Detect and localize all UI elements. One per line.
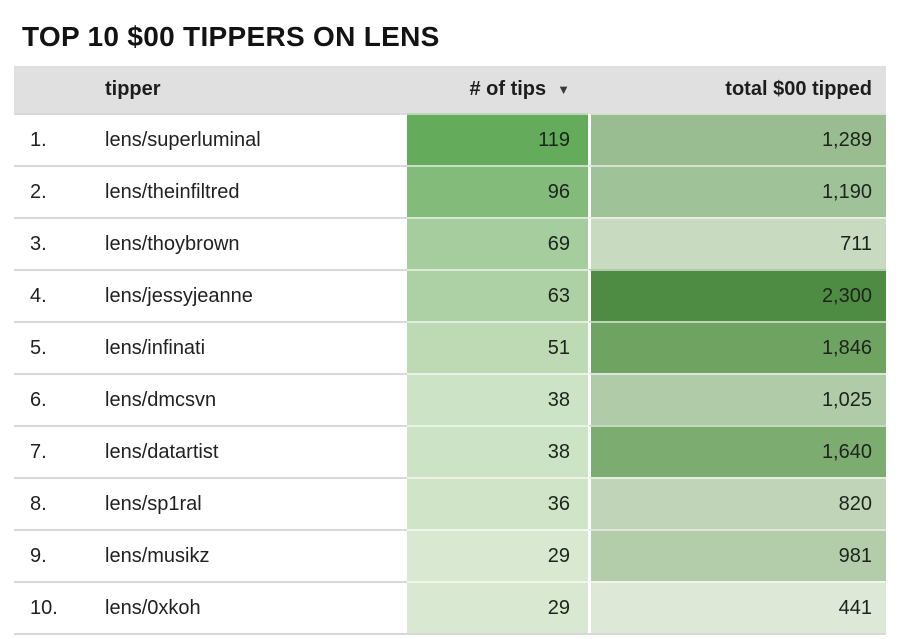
column-header-tips[interactable]: # of tips ▼ [407,66,588,113]
table-row: 9. lens/musikz 29 981 [14,529,886,581]
tipper-cell: lens/theinfiltred [105,165,407,217]
rank-cell: 3. [14,217,105,269]
header-rank-spacer [14,66,105,113]
table-row: 3. lens/thoybrown 69 711 [14,217,886,269]
table-row: 6. lens/dmcsvn 38 1,025 [14,373,886,425]
tipper-cell: lens/superluminal [105,113,407,165]
tipper-cell: lens/datartist [105,425,407,477]
rank-cell: 2. [14,165,105,217]
tipper-cell: lens/dmcsvn [105,373,407,425]
table-row: 10. lens/0xkoh 29 441 [14,581,886,633]
rank-cell: 8. [14,477,105,529]
rank-cell: 1. [14,113,105,165]
tips-cell: 51 [407,321,588,373]
total-cell: 820 [588,477,886,529]
rank-cell: 5. [14,321,105,373]
tips-cell: 38 [407,425,588,477]
sort-descending-icon[interactable]: ▼ [557,82,570,97]
chart-title: TOP 10 $00 TIPPERS ON LENS [22,21,440,52]
table-row: 8. lens/sp1ral 36 820 [14,477,886,529]
table-row: 2. lens/theinfiltred 96 1,190 [14,165,886,217]
rank-cell: 4. [14,269,105,321]
tips-cell: 96 [407,165,588,217]
column-header-tipper[interactable]: tipper [105,78,161,100]
rank-cell: 10. [14,581,105,633]
tips-cell: 36 [407,477,588,529]
total-cell: 1,640 [588,425,886,477]
tipper-cell: lens/infinati [105,321,407,373]
table-row: 1. lens/superluminal 119 1,289 [14,113,886,165]
tips-cell: 69 [407,217,588,269]
tipper-cell: lens/sp1ral [105,477,407,529]
tipper-cell: lens/thoybrown [105,217,407,269]
tipper-cell: lens/musikz [105,529,407,581]
total-cell: 711 [588,217,886,269]
tipper-cell: lens/jessyjeanne [105,269,407,321]
table-row: 5. lens/infinati 51 1,846 [14,321,886,373]
rank-cell: 7. [14,425,105,477]
tipper-cell: lens/0xkoh [105,581,407,633]
rank-cell: 9. [14,529,105,581]
total-cell: 1,289 [588,113,886,165]
table-header-row: tipper # of tips ▼ total $00 tipped [14,66,886,113]
table-row: 4. lens/jessyjeanne 63 2,300 [14,269,886,321]
tips-cell: 63 [407,269,588,321]
total-cell: 441 [588,581,886,633]
table-row: 7. lens/datartist 38 1,640 [14,425,886,477]
total-cell: 1,190 [588,165,886,217]
rank-cell: 6. [14,373,105,425]
tippers-table: tipper # of tips ▼ total $00 tipped 1. l… [14,66,886,635]
total-cell: 1,846 [588,321,886,373]
tips-cell: 29 [407,529,588,581]
total-cell: 981 [588,529,886,581]
tips-cell: 29 [407,581,588,633]
column-header-total[interactable]: total $00 tipped [725,78,872,100]
total-cell: 2,300 [588,269,886,321]
total-cell: 1,025 [588,373,886,425]
column-header-tips-label: # of tips [469,78,547,100]
tips-cell: 119 [407,113,588,165]
tips-cell: 38 [407,373,588,425]
